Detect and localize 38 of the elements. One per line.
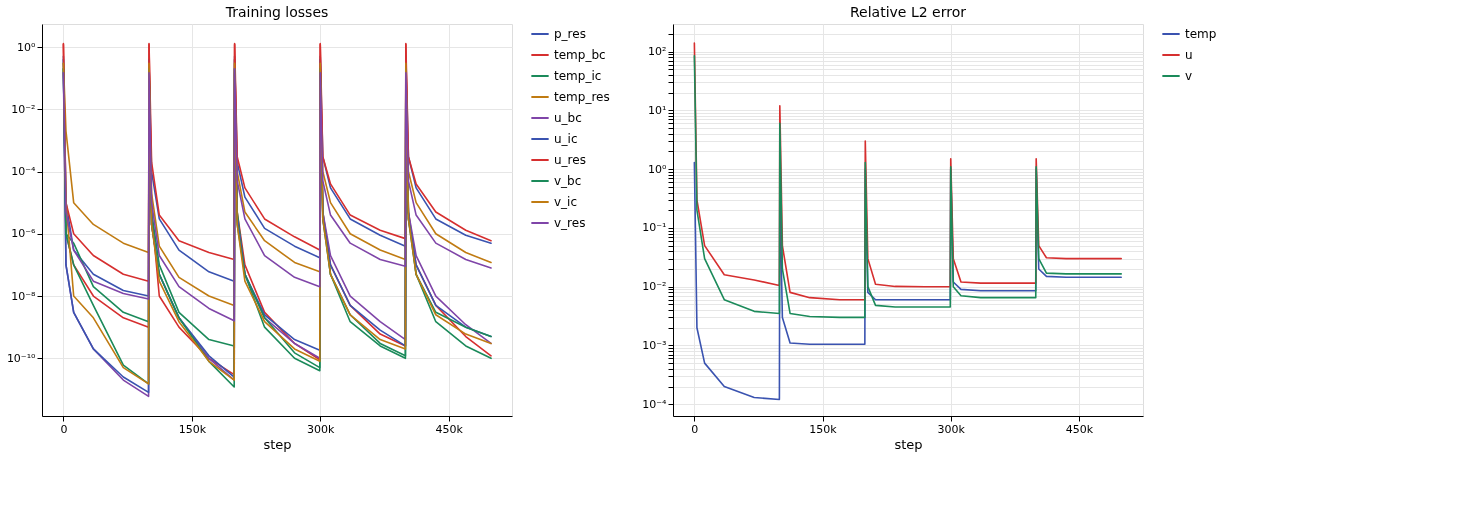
legend-label: u_bc [554, 111, 582, 125]
legend-label: temp_res [554, 90, 610, 104]
legend-label: v_ic [554, 195, 578, 209]
y-tick-label: 10⁻⁶ [11, 227, 37, 241]
x-tick-label: 300k [307, 422, 336, 436]
x-tick-label: 150k [178, 422, 207, 436]
y-tick-label: 10² [648, 45, 667, 59]
legend-label: temp_bc [554, 48, 606, 62]
legend-label: u_res [554, 153, 586, 167]
y-tick-label: 10⁻² [11, 102, 36, 116]
chart-title: Relative L2 error [850, 4, 967, 20]
y-tick-label: 10⁻⁸ [11, 289, 37, 303]
y-tick-label: 10⁻⁴ [11, 165, 37, 179]
y-tick-label: 10⁰ [17, 40, 37, 54]
x-tick-label: 300k [937, 422, 966, 436]
x-tick-label: 150k [809, 422, 838, 436]
legend-label: u_ic [554, 132, 578, 146]
legend-label: temp_ic [554, 69, 602, 83]
legend-label: v_bc [554, 174, 582, 188]
legend-label: v_res [554, 216, 586, 230]
y-tick-label: 10⁻² [642, 280, 667, 294]
legend-label: p_res [554, 27, 586, 41]
y-tick-label: 10⁻³ [642, 338, 667, 352]
y-tick-label: 10⁰ [648, 162, 668, 176]
y-tick-label: 10⁻¹⁰ [6, 351, 37, 365]
x-tick-label: 450k [435, 422, 464, 436]
legend-label: temp [1185, 27, 1217, 41]
chart-title: Training losses [224, 4, 329, 20]
y-tick-label: 10⁻¹ [642, 221, 667, 235]
x-tick-label: 0 [691, 422, 699, 436]
x-axis-title: step [894, 436, 923, 452]
x-axis-title: step [263, 436, 292, 452]
x-tick-label: 450k [1065, 422, 1094, 436]
legend-label: u [1185, 48, 1193, 62]
y-tick-label: 10⁻⁴ [642, 397, 668, 411]
x-tick-label: 0 [60, 422, 68, 436]
legend-label: v [1185, 69, 1193, 83]
y-tick-label: 10¹ [648, 103, 667, 117]
